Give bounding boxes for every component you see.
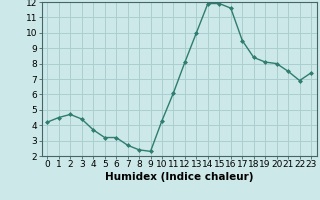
X-axis label: Humidex (Indice chaleur): Humidex (Indice chaleur) xyxy=(105,172,253,182)
